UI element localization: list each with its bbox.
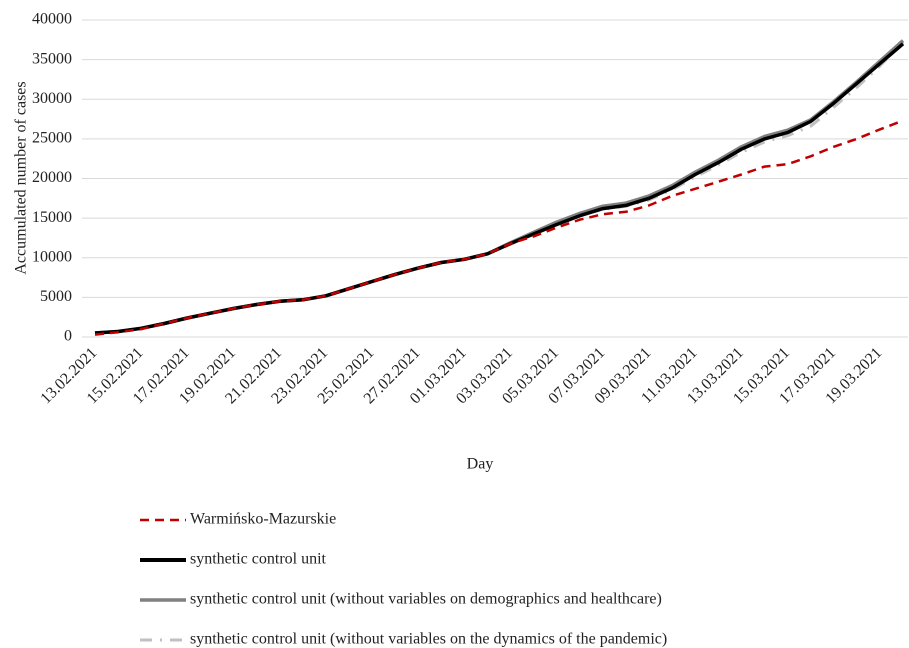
x-axis-title: Day [467,456,494,473]
y-tick-label: 20000 [32,169,72,186]
y-tick-label: 15000 [32,209,72,226]
y-tick-label: 5000 [40,288,72,305]
y-tick-label: 0 [64,328,72,345]
series-line [94,39,905,335]
legend-label: Warmińsko-Mazurskie [190,511,336,528]
legend-label: synthetic control unit [190,551,327,568]
y-tick-label: 40000 [32,11,72,28]
series-line [94,119,904,336]
y-tick-label: 10000 [32,248,72,265]
y-axis-title: Accumulated number of cases [13,81,30,274]
series-line [94,41,905,335]
y-tick-label: 35000 [32,50,72,67]
legend-label: synthetic control unit (without variable… [190,591,662,608]
legend-label: synthetic control unit (without variable… [190,631,667,648]
y-tick-label: 25000 [32,130,72,147]
y-tick-label: 30000 [32,90,72,107]
series-line [94,42,905,335]
